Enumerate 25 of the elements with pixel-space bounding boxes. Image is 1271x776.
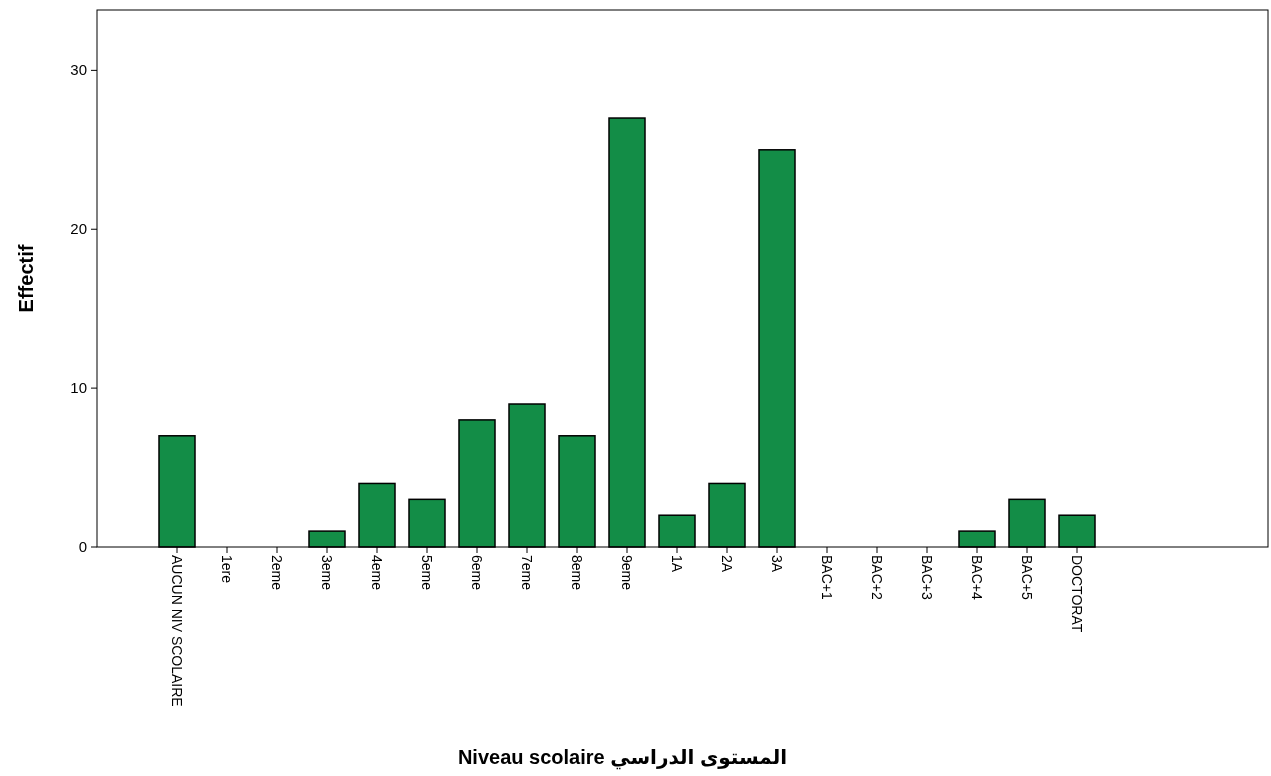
x-tick-label: BAC+4 [969, 555, 985, 600]
y-tick-label: 30 [70, 61, 87, 79]
x-tick-label: BAC+1 [819, 555, 835, 600]
x-tick-label: 7eme [519, 555, 535, 591]
x-tick-label: 2eme [269, 555, 285, 591]
x-tick-label: BAC+5 [1019, 555, 1035, 600]
y-tick-label: 0 [78, 538, 87, 555]
x-tick-label: 1ere [219, 555, 235, 584]
y-tick-label: 20 [70, 220, 87, 238]
x-tick-label: 2A [719, 555, 735, 573]
x-tick-label: 3A [769, 555, 785, 573]
x-tick-label: 9eme [619, 555, 635, 591]
x-tick-label: BAC+2 [869, 555, 885, 600]
x-tick-label: DOCTORAT [1069, 555, 1085, 633]
x-tick-label: BAC+3 [919, 555, 935, 600]
x-tick-label: 8eme [569, 555, 585, 591]
x-tick-label: 6eme [469, 555, 485, 591]
x-tick-label: 1A [669, 555, 685, 573]
x-tick-label: 3eme [319, 555, 335, 591]
x-tick-label: AUCUN NIV SCOLAIRE [169, 555, 185, 707]
x-tick-label: 4eme [369, 555, 385, 591]
y-tick-label: 10 [70, 379, 87, 397]
x-tick-label: 5eme [419, 555, 435, 591]
y-axis-title: Effectif [15, 244, 37, 313]
x-axis-title: Niveau scolaire المستوى الدراسي [457, 746, 788, 770]
